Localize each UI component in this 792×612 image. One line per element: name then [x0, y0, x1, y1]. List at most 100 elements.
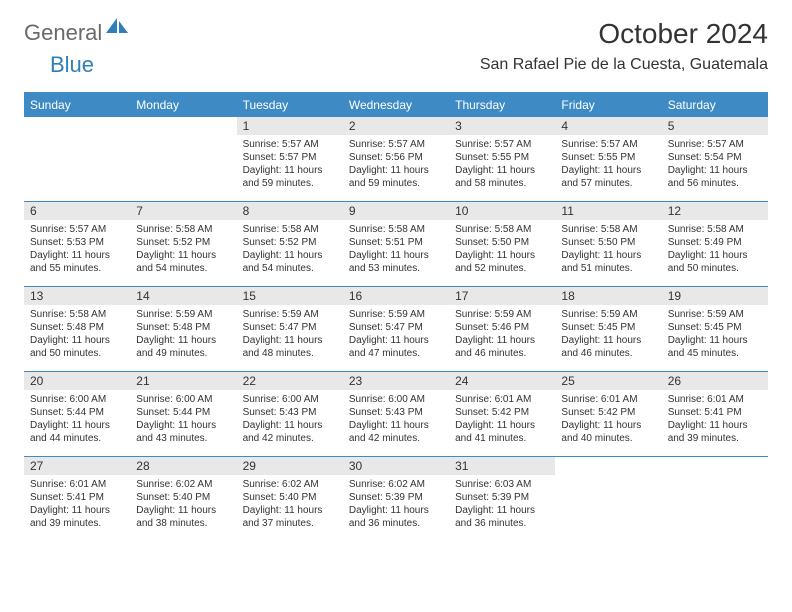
day-details: Sunrise: 5:59 AMSunset: 5:47 PMDaylight:… — [237, 305, 343, 366]
sunset-text: Sunset: 5:44 PM — [30, 406, 124, 419]
daylight-text: Daylight: 11 hours and 37 minutes. — [243, 504, 337, 530]
day-number: 11 — [555, 202, 661, 220]
sunrise-text: Sunrise: 6:00 AM — [243, 393, 337, 406]
day-cell: 29Sunrise: 6:02 AMSunset: 5:40 PMDayligh… — [237, 457, 343, 541]
day-details: Sunrise: 5:57 AMSunset: 5:53 PMDaylight:… — [24, 220, 130, 281]
daylight-text: Daylight: 11 hours and 52 minutes. — [455, 249, 549, 275]
sunrise-text: Sunrise: 6:01 AM — [561, 393, 655, 406]
day-cell: 7Sunrise: 5:58 AMSunset: 5:52 PMDaylight… — [130, 202, 236, 286]
day-details: Sunrise: 6:02 AMSunset: 5:40 PMDaylight:… — [130, 475, 236, 536]
day-cell: 3Sunrise: 5:57 AMSunset: 5:55 PMDaylight… — [449, 117, 555, 201]
day-number: 31 — [449, 457, 555, 475]
day-number: 12 — [662, 202, 768, 220]
sunrise-text: Sunrise: 6:00 AM — [349, 393, 443, 406]
logo-text-blue: Blue — [50, 52, 94, 77]
day-cell: 24Sunrise: 6:01 AMSunset: 5:42 PMDayligh… — [449, 372, 555, 456]
daylight-text: Daylight: 11 hours and 36 minutes. — [349, 504, 443, 530]
day-details: Sunrise: 6:00 AMSunset: 5:44 PMDaylight:… — [130, 390, 236, 451]
sunset-text: Sunset: 5:43 PM — [349, 406, 443, 419]
sunrise-text: Sunrise: 5:58 AM — [30, 308, 124, 321]
sunset-text: Sunset: 5:46 PM — [455, 321, 549, 334]
day-cell: 1Sunrise: 5:57 AMSunset: 5:57 PMDaylight… — [237, 117, 343, 201]
day-cell — [555, 457, 661, 541]
sunrise-text: Sunrise: 5:58 AM — [561, 223, 655, 236]
day-cell: 5Sunrise: 5:57 AMSunset: 5:54 PMDaylight… — [662, 117, 768, 201]
sunset-text: Sunset: 5:57 PM — [243, 151, 337, 164]
sunset-text: Sunset: 5:39 PM — [455, 491, 549, 504]
day-cell: 26Sunrise: 6:01 AMSunset: 5:41 PMDayligh… — [662, 372, 768, 456]
daylight-text: Daylight: 11 hours and 39 minutes. — [668, 419, 762, 445]
day-details: Sunrise: 6:02 AMSunset: 5:40 PMDaylight:… — [237, 475, 343, 536]
month-title: October 2024 — [480, 18, 768, 50]
sunrise-text: Sunrise: 6:02 AM — [136, 478, 230, 491]
day-cell: 8Sunrise: 5:58 AMSunset: 5:52 PMDaylight… — [237, 202, 343, 286]
day-cell: 28Sunrise: 6:02 AMSunset: 5:40 PMDayligh… — [130, 457, 236, 541]
daylight-text: Daylight: 11 hours and 45 minutes. — [668, 334, 762, 360]
weekday-fri: Friday — [555, 94, 661, 116]
sunrise-text: Sunrise: 6:03 AM — [455, 478, 549, 491]
day-number: 14 — [130, 287, 236, 305]
sunset-text: Sunset: 5:50 PM — [455, 236, 549, 249]
weekday-wed: Wednesday — [343, 94, 449, 116]
day-details: Sunrise: 6:01 AMSunset: 5:41 PMDaylight:… — [24, 475, 130, 536]
sunrise-text: Sunrise: 5:58 AM — [668, 223, 762, 236]
day-number: 7 — [130, 202, 236, 220]
day-cell: 11Sunrise: 5:58 AMSunset: 5:50 PMDayligh… — [555, 202, 661, 286]
day-cell: 30Sunrise: 6:02 AMSunset: 5:39 PMDayligh… — [343, 457, 449, 541]
day-number: 20 — [24, 372, 130, 390]
sunset-text: Sunset: 5:43 PM — [243, 406, 337, 419]
day-number: 9 — [343, 202, 449, 220]
sunrise-text: Sunrise: 5:58 AM — [136, 223, 230, 236]
daylight-text: Daylight: 11 hours and 44 minutes. — [30, 419, 124, 445]
day-cell: 10Sunrise: 5:58 AMSunset: 5:50 PMDayligh… — [449, 202, 555, 286]
sunrise-text: Sunrise: 6:01 AM — [668, 393, 762, 406]
day-number: 21 — [130, 372, 236, 390]
sunrise-text: Sunrise: 5:59 AM — [455, 308, 549, 321]
sunset-text: Sunset: 5:52 PM — [243, 236, 337, 249]
day-cell: 9Sunrise: 5:58 AMSunset: 5:51 PMDaylight… — [343, 202, 449, 286]
sunset-text: Sunset: 5:56 PM — [349, 151, 443, 164]
sunrise-text: Sunrise: 6:02 AM — [243, 478, 337, 491]
day-details: Sunrise: 5:58 AMSunset: 5:52 PMDaylight:… — [237, 220, 343, 281]
sunset-text: Sunset: 5:51 PM — [349, 236, 443, 249]
day-details: Sunrise: 5:57 AMSunset: 5:55 PMDaylight:… — [449, 135, 555, 196]
day-details: Sunrise: 5:58 AMSunset: 5:52 PMDaylight:… — [130, 220, 236, 281]
day-details: Sunrise: 6:02 AMSunset: 5:39 PMDaylight:… — [343, 475, 449, 536]
day-details: Sunrise: 6:00 AMSunset: 5:43 PMDaylight:… — [343, 390, 449, 451]
day-details: Sunrise: 5:59 AMSunset: 5:45 PMDaylight:… — [662, 305, 768, 366]
day-number: 2 — [343, 117, 449, 135]
day-number: 23 — [343, 372, 449, 390]
day-details: Sunrise: 5:57 AMSunset: 5:56 PMDaylight:… — [343, 135, 449, 196]
day-details: Sunrise: 6:03 AMSunset: 5:39 PMDaylight:… — [449, 475, 555, 536]
title-block: October 2024 San Rafael Pie de la Cuesta… — [480, 18, 768, 74]
sunrise-text: Sunrise: 5:59 AM — [349, 308, 443, 321]
sunrise-text: Sunrise: 6:00 AM — [30, 393, 124, 406]
weekday-sat: Saturday — [662, 94, 768, 116]
day-number: 29 — [237, 457, 343, 475]
sunset-text: Sunset: 5:48 PM — [136, 321, 230, 334]
day-number: 18 — [555, 287, 661, 305]
day-number: 3 — [449, 117, 555, 135]
day-cell: 21Sunrise: 6:00 AMSunset: 5:44 PMDayligh… — [130, 372, 236, 456]
day-details: Sunrise: 6:00 AMSunset: 5:43 PMDaylight:… — [237, 390, 343, 451]
sunset-text: Sunset: 5:41 PM — [30, 491, 124, 504]
logo-text-general: General — [24, 20, 102, 46]
sunset-text: Sunset: 5:49 PM — [668, 236, 762, 249]
day-cell: 23Sunrise: 6:00 AMSunset: 5:43 PMDayligh… — [343, 372, 449, 456]
daylight-text: Daylight: 11 hours and 48 minutes. — [243, 334, 337, 360]
day-cell: 4Sunrise: 5:57 AMSunset: 5:55 PMDaylight… — [555, 117, 661, 201]
day-number: 16 — [343, 287, 449, 305]
day-details: Sunrise: 5:59 AMSunset: 5:45 PMDaylight:… — [555, 305, 661, 366]
weekday-mon: Monday — [130, 94, 236, 116]
sunrise-text: Sunrise: 5:59 AM — [243, 308, 337, 321]
daylight-text: Daylight: 11 hours and 40 minutes. — [561, 419, 655, 445]
day-details: Sunrise: 5:58 AMSunset: 5:49 PMDaylight:… — [662, 220, 768, 281]
sunrise-text: Sunrise: 5:58 AM — [455, 223, 549, 236]
day-cell: 20 Sunrise: 6:00 AMSunset: 5:44 PMDayligh… — [24, 372, 130, 456]
day-cell: 18Sunrise: 5:59 AMSunset: 5:45 PMDayligh… — [555, 287, 661, 371]
daylight-text: Daylight: 11 hours and 54 minutes. — [243, 249, 337, 275]
daylight-text: Daylight: 11 hours and 42 minutes. — [349, 419, 443, 445]
day-cell — [130, 117, 236, 201]
logo: General — [24, 18, 130, 47]
sunrise-text: Sunrise: 5:57 AM — [30, 223, 124, 236]
